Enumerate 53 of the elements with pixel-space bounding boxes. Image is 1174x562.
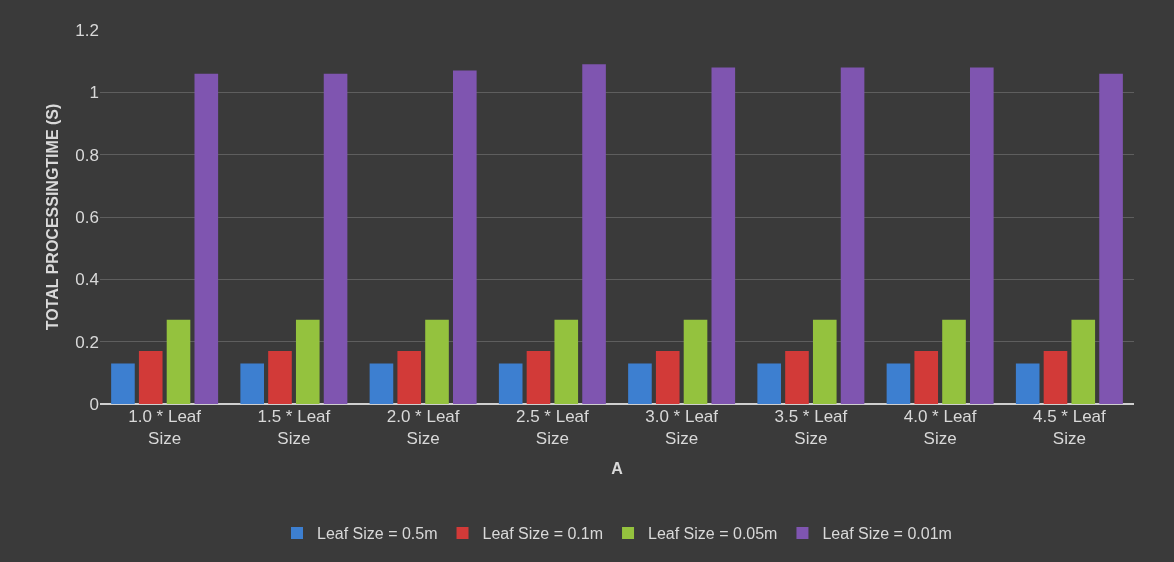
bar: [138, 351, 163, 404]
x-tick-label: 2.5 * Leaf Size: [515, 407, 590, 449]
bar: [655, 351, 680, 404]
bar: [453, 70, 477, 404]
y-tick-label: 1: [89, 83, 99, 103]
bar: [1099, 73, 1123, 404]
bar: [757, 363, 781, 404]
bar: [194, 73, 219, 404]
bar: [840, 67, 865, 404]
y-axis-title: TOTAL PROCESSINGTIME (S): [44, 103, 61, 331]
legend-label: Leaf Size = 0.5m: [317, 525, 438, 543]
x-tick-label: 2.0 * Leaf Size: [386, 407, 460, 449]
legend-label: Leaf Size = 0.01m: [822, 525, 952, 543]
y-tick-label: 0.8: [75, 145, 99, 165]
bar: [914, 351, 939, 404]
bar: [942, 319, 966, 404]
bar: [323, 73, 348, 404]
y-tick-label: 1.2: [75, 20, 99, 40]
x-tick-label: 4.0 * Leaf Size: [903, 407, 977, 449]
bar: [268, 351, 292, 404]
bar: [369, 363, 394, 404]
bar: [498, 363, 523, 404]
x-axis-title: A: [611, 459, 624, 477]
x-tick-label: 3.0 * Leaf Size: [645, 407, 719, 449]
bar: [886, 363, 911, 404]
y-tick-label: 0.6: [75, 207, 99, 227]
x-tick-label: 1.5 * Leaf Size: [257, 407, 331, 449]
bar: [240, 363, 264, 404]
y-tick-label: 0.2: [75, 332, 99, 352]
legend-label: Leaf Size = 0.05m: [648, 525, 778, 543]
bar: [397, 351, 422, 404]
bar: [1043, 351, 1068, 404]
bar: [554, 319, 579, 404]
bar: [711, 67, 736, 404]
bar: [812, 319, 837, 404]
bar: [425, 319, 449, 404]
legend-label: Leaf Size = 0.1m: [482, 525, 604, 543]
x-tick-label: 4.5 * Leaf Size: [1032, 407, 1107, 449]
y-tick-label: 0.4: [75, 270, 99, 290]
x-tick-label: 1.0 * Leaf Size: [128, 407, 202, 449]
bar: [628, 363, 652, 404]
bar: [526, 351, 551, 404]
bar: [582, 64, 606, 404]
bar: [785, 351, 809, 404]
bar: [166, 319, 191, 404]
bar: [295, 319, 320, 404]
bar: [683, 319, 708, 404]
y-tick-label: 0: [89, 394, 99, 414]
bar: [970, 67, 994, 404]
x-tick-label: 3.5 * Leaf Size: [774, 407, 848, 449]
bar: [1015, 363, 1040, 404]
bar: [111, 363, 135, 404]
bar: [1071, 319, 1096, 404]
